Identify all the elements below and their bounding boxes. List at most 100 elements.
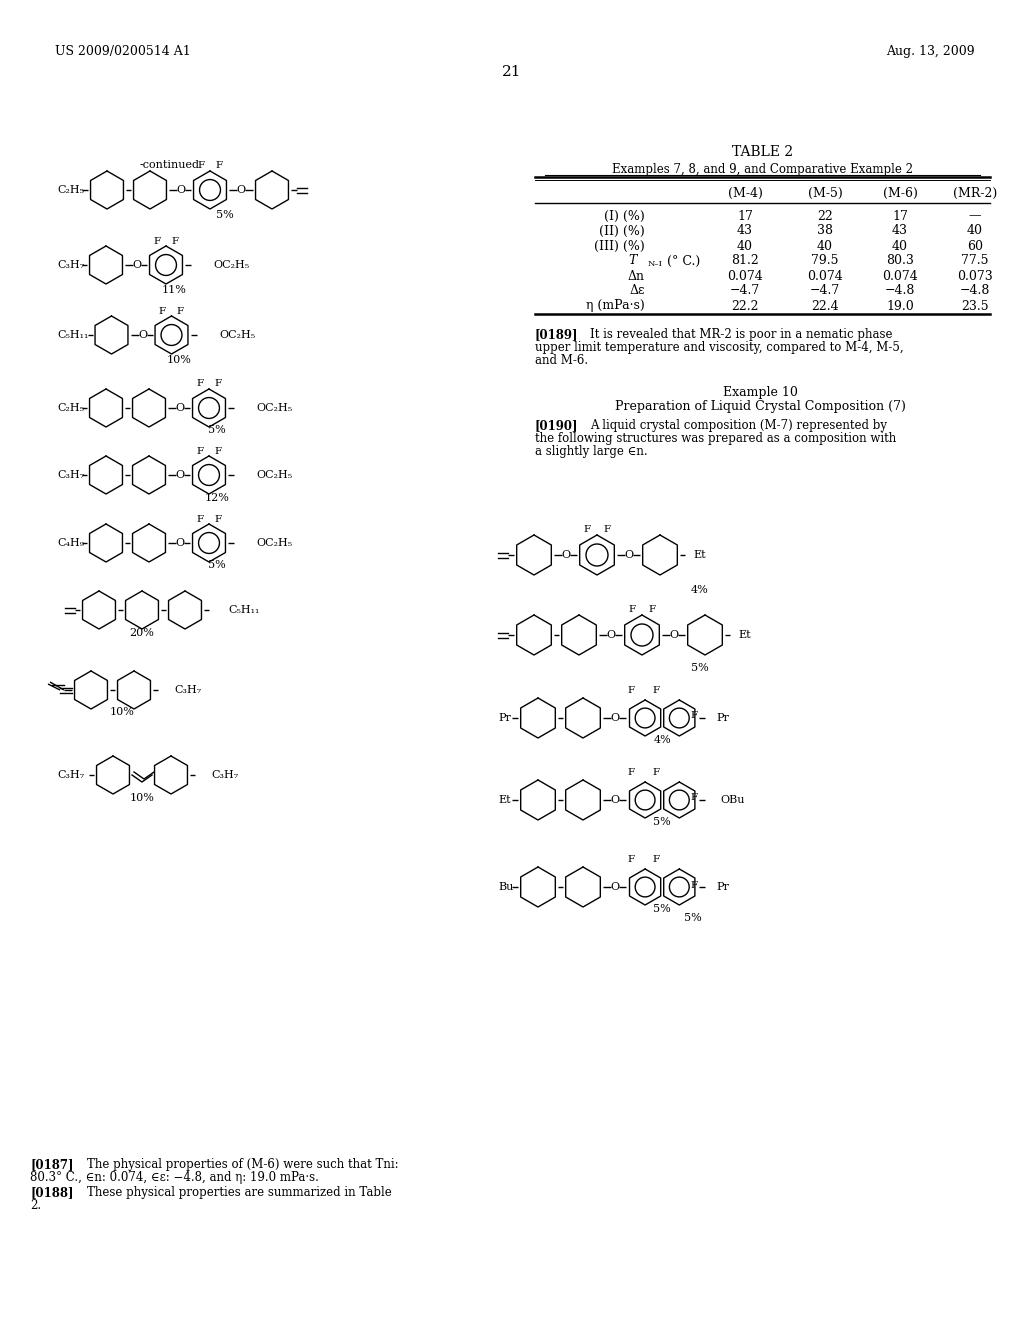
Text: F: F: [215, 161, 222, 170]
Text: C₃H₇: C₃H₇: [57, 260, 84, 271]
Text: and M-6.: and M-6.: [535, 354, 588, 367]
Text: TABLE 2: TABLE 2: [732, 145, 793, 158]
Text: C₂H₅: C₂H₅: [57, 403, 84, 413]
Text: −4.7: −4.7: [810, 285, 840, 297]
Text: 80.3: 80.3: [886, 255, 914, 268]
Text: C₄H₉: C₄H₉: [57, 539, 84, 548]
Text: 4%: 4%: [653, 735, 671, 744]
Text: OBu: OBu: [720, 795, 744, 805]
Text: T: T: [629, 255, 637, 268]
Text: Aug. 13, 2009: Aug. 13, 2009: [887, 45, 975, 58]
Text: OC₂H₅: OC₂H₅: [256, 403, 293, 413]
Text: Pr: Pr: [498, 713, 511, 723]
Text: −4.8: −4.8: [959, 285, 990, 297]
Text: F: F: [603, 525, 610, 535]
Text: 5%: 5%: [208, 425, 226, 436]
Text: OC₂H₅: OC₂H₅: [256, 539, 293, 548]
Text: F: F: [652, 686, 659, 696]
Text: −4.8: −4.8: [885, 285, 915, 297]
Text: Δn: Δn: [628, 269, 645, 282]
Text: F: F: [197, 515, 204, 524]
Text: 5%: 5%: [216, 210, 233, 220]
Text: OC₂H₅: OC₂H₅: [256, 470, 293, 480]
Text: OC₂H₅: OC₂H₅: [219, 330, 255, 341]
Text: Et: Et: [738, 630, 751, 640]
Text: 5%: 5%: [653, 904, 671, 913]
Text: O: O: [561, 550, 570, 560]
Text: F: F: [690, 793, 697, 803]
Text: The physical properties of (M-6) were such that Tni:: The physical properties of (M-6) were su…: [87, 1158, 398, 1171]
Text: 5%: 5%: [691, 663, 709, 673]
Text: O: O: [176, 185, 185, 195]
Text: F: F: [214, 380, 221, 388]
Text: C₅H₁₁: C₅H₁₁: [228, 605, 260, 615]
Text: —: —: [969, 210, 981, 223]
Text: 21: 21: [502, 65, 522, 79]
Text: 22: 22: [817, 210, 833, 223]
Text: 40: 40: [817, 239, 833, 252]
Text: [0188]: [0188]: [30, 1185, 74, 1199]
Text: O: O: [237, 185, 246, 195]
Text: Pr: Pr: [717, 882, 729, 892]
Text: F: F: [690, 711, 697, 721]
Text: 43: 43: [892, 224, 908, 238]
Text: Et: Et: [693, 550, 706, 560]
Text: 0.074: 0.074: [807, 269, 843, 282]
Text: a slightly large ∈n.: a slightly large ∈n.: [535, 445, 647, 458]
Text: F: F: [627, 855, 634, 865]
Text: Δε: Δε: [630, 285, 645, 297]
Text: (M-6): (M-6): [883, 186, 918, 199]
Text: F: F: [627, 686, 634, 696]
Text: F: F: [690, 880, 697, 890]
Text: η (mPa·s): η (mPa·s): [587, 300, 645, 313]
Text: O: O: [138, 330, 147, 341]
Text: 79.5: 79.5: [811, 255, 839, 268]
Text: 0.074: 0.074: [727, 269, 763, 282]
Text: F: F: [177, 306, 184, 315]
Text: 17: 17: [737, 210, 753, 223]
Text: O: O: [175, 403, 184, 413]
Text: [0190]: [0190]: [535, 418, 579, 432]
Text: 23.5: 23.5: [962, 300, 989, 313]
Text: F: F: [652, 855, 659, 865]
Text: F: F: [627, 768, 634, 777]
Text: 5%: 5%: [684, 913, 701, 923]
Text: C₃H₇: C₃H₇: [57, 770, 84, 780]
Text: 40: 40: [737, 239, 753, 252]
Text: O: O: [175, 539, 184, 548]
Text: 10%: 10%: [110, 708, 134, 717]
Text: F: F: [584, 525, 591, 535]
Text: F: F: [198, 161, 205, 170]
Text: [0189]: [0189]: [535, 327, 579, 341]
Text: −4.7: −4.7: [730, 285, 760, 297]
Text: C₃H₇: C₃H₇: [174, 685, 202, 696]
Text: F: F: [629, 606, 636, 615]
Text: US 2009/0200514 A1: US 2009/0200514 A1: [55, 45, 190, 58]
Text: (M-5): (M-5): [808, 186, 843, 199]
Text: 17: 17: [892, 210, 908, 223]
Text: (° C.): (° C.): [667, 255, 700, 268]
Text: F: F: [154, 236, 161, 246]
Text: 22.2: 22.2: [731, 300, 759, 313]
Text: 5%: 5%: [208, 560, 226, 570]
Text: 43: 43: [737, 224, 753, 238]
Text: 40: 40: [967, 224, 983, 238]
Text: F: F: [652, 768, 659, 777]
Text: F: F: [197, 446, 204, 455]
Text: Preparation of Liquid Crystal Composition (7): Preparation of Liquid Crystal Compositio…: [614, 400, 905, 413]
Text: Bu: Bu: [498, 882, 513, 892]
Text: 10%: 10%: [130, 793, 155, 803]
Text: A liquid crystal composition (M-7) represented by: A liquid crystal composition (M-7) repre…: [590, 418, 887, 432]
Text: F: F: [214, 515, 221, 524]
Text: 19.0: 19.0: [886, 300, 913, 313]
Text: O: O: [670, 630, 679, 640]
Text: O: O: [610, 713, 620, 723]
Text: (M-4): (M-4): [728, 186, 763, 199]
Text: C₃H₇: C₃H₇: [57, 470, 84, 480]
Text: Example 10: Example 10: [723, 385, 798, 399]
Text: (MR-2): (MR-2): [953, 186, 997, 199]
Text: 81.2: 81.2: [731, 255, 759, 268]
Text: O: O: [175, 470, 184, 480]
Text: upper limit temperature and viscosity, compared to M-4, M-5,: upper limit temperature and viscosity, c…: [535, 341, 903, 354]
Text: 0.073: 0.073: [957, 269, 993, 282]
